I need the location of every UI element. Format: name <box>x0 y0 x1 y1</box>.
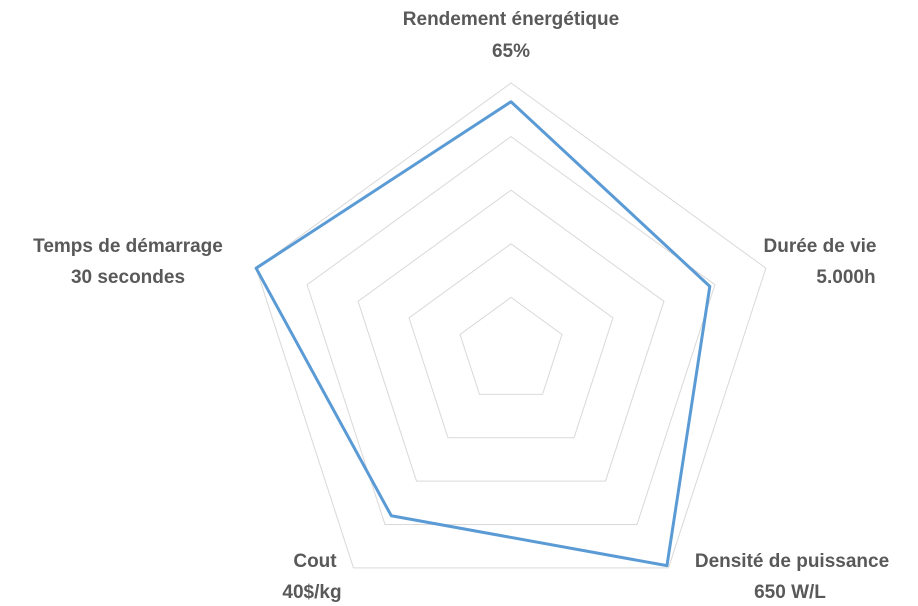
grid-ring <box>255 82 767 569</box>
category-label: 40$/kg <box>282 582 341 603</box>
category-label: Densité de puissance <box>695 551 889 572</box>
grid-ring <box>357 189 665 482</box>
category-label: Temps de démarrage <box>33 236 223 257</box>
data-line <box>254 100 712 568</box>
category-label: Cout <box>293 551 337 572</box>
category-label: 65% <box>492 41 530 62</box>
grid-ring <box>408 243 614 439</box>
category-label: 30 secondes <box>71 267 185 288</box>
category-label: 650 W/L <box>754 582 826 603</box>
category-label: 5.000h <box>816 267 875 288</box>
category-label: Rendement énergétique <box>403 9 619 30</box>
grid-ring <box>459 296 563 395</box>
category-label: Durée de vie <box>764 236 877 257</box>
